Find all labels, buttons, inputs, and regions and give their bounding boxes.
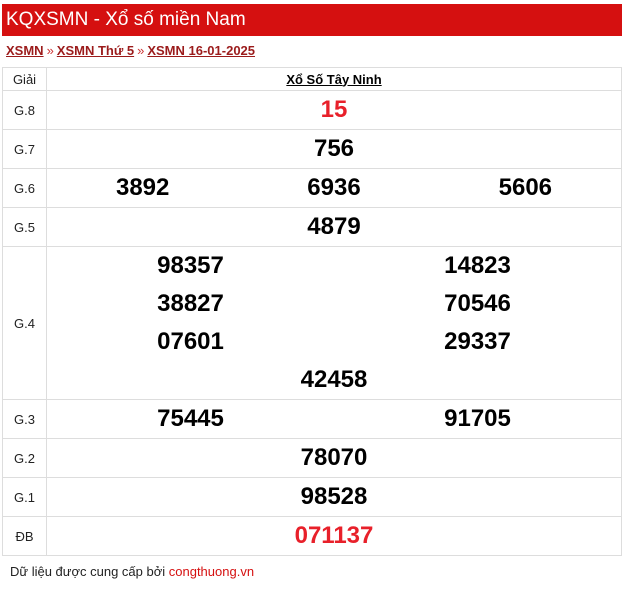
footer-text: Dữ liệu được cung cấp bởi	[10, 564, 169, 579]
prize-number: 5606	[498, 174, 553, 201]
prize-label: G.3	[2, 399, 47, 439]
prize-label: G.5	[2, 207, 47, 247]
prize-number: 91705	[444, 405, 511, 432]
breadcrumb-date[interactable]: XSMN 16-01-2025	[147, 43, 256, 58]
prize-number: 98528	[46, 477, 622, 517]
footer-note: Dữ liệu được cung cấp bởi congthuong.vn	[10, 564, 254, 579]
breadcrumb-xsmn[interactable]: XSMN	[6, 43, 44, 58]
page-header: KQXSMN - Xổ số miền Nam	[2, 4, 622, 36]
prize-label: G.7	[2, 129, 47, 169]
prize-number: 07601	[157, 328, 224, 355]
col-prize-header: Giải	[2, 67, 47, 91]
prize-number: 4879	[46, 207, 622, 247]
prize-label: G.4	[2, 246, 47, 400]
prize-label: G.6	[2, 168, 47, 208]
breadcrumb-xsmn-thu5[interactable]: XSMN Thứ 5	[56, 43, 135, 58]
prize-number: 15	[46, 90, 622, 130]
prize-number: 78070	[46, 438, 622, 478]
prize-number: 29337	[444, 328, 511, 355]
prize-number: 756	[46, 129, 622, 169]
prize-number: 38827	[157, 290, 224, 317]
special-prize-number: 071137	[46, 516, 622, 556]
source-link[interactable]: congthuong.vn	[168, 564, 255, 579]
prize-number: 42458	[300, 366, 368, 393]
breadcrumb-separator: »	[46, 43, 54, 58]
prize-number: 70546	[444, 290, 511, 317]
results-table: Giải Xổ Số Tây Ninh G.8 15 G.7 756 G.6 3892 6…	[2, 67, 622, 556]
prize-label: ĐB	[2, 516, 47, 556]
col-province-header[interactable]: Xổ Số Tây Ninh	[46, 67, 622, 91]
prize-number: 14823	[444, 252, 511, 279]
prize-label: G.8	[2, 90, 47, 130]
province-title[interactable]: Xổ Số Tây Ninh	[286, 71, 382, 87]
prize-number: 6936	[307, 174, 361, 201]
prize-label: G.1	[2, 477, 47, 517]
prize-number: 98357	[157, 252, 224, 279]
breadcrumb: XSMN» XSMN Thứ 5» XSMN 16-01-2025	[6, 43, 255, 58]
prize-number: 3892	[115, 174, 170, 201]
prize-label: G.2	[2, 438, 47, 478]
prize-number: 75445	[157, 405, 224, 432]
breadcrumb-separator: »	[137, 43, 145, 58]
